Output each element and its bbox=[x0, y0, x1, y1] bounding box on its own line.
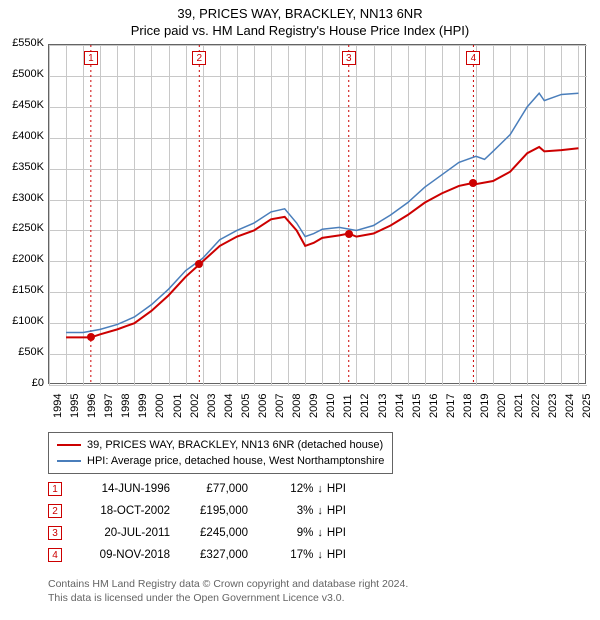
x-tick-label: 2015 bbox=[411, 394, 423, 418]
y-tick-label: £500K bbox=[4, 68, 44, 80]
tx-date: 20-JUL-2011 bbox=[80, 527, 170, 539]
x-tick-label: 1995 bbox=[69, 394, 81, 418]
tx-hpi-label: HPI bbox=[327, 549, 346, 561]
tx-date: 14-JUN-1996 bbox=[80, 483, 170, 495]
x-tick-label: 2011 bbox=[342, 394, 354, 418]
tx-pct: 17% ↓ HPI bbox=[266, 549, 346, 561]
transaction-dot bbox=[195, 260, 203, 268]
tx-price: £77,000 bbox=[188, 483, 248, 495]
x-tick-label: 2024 bbox=[564, 394, 576, 418]
tx-hpi-label: HPI bbox=[327, 505, 346, 517]
x-tick-label: 2025 bbox=[581, 394, 593, 418]
x-tick-label: 2019 bbox=[479, 394, 491, 418]
x-tick-label: 2008 bbox=[291, 394, 303, 418]
y-tick-label: £250K bbox=[4, 222, 44, 234]
x-tick-label: 1999 bbox=[137, 394, 149, 418]
arrow-down-icon: ↓ bbox=[317, 549, 323, 561]
y-tick-label: £150K bbox=[4, 284, 44, 296]
tx-pct: 12% ↓ HPI bbox=[266, 483, 346, 495]
tx-pct-value: 12% bbox=[290, 483, 313, 495]
y-gridline bbox=[49, 385, 587, 386]
arrow-down-icon: ↓ bbox=[317, 483, 323, 495]
arrow-down-icon: ↓ bbox=[317, 505, 323, 517]
x-tick-label: 2003 bbox=[206, 394, 218, 418]
tx-marker: 1 bbox=[48, 482, 62, 496]
x-tick-label: 2002 bbox=[189, 394, 201, 418]
tx-hpi-label: HPI bbox=[327, 527, 346, 539]
tx-pct-value: 3% bbox=[297, 505, 314, 517]
tx-date: 18-OCT-2002 bbox=[80, 505, 170, 517]
chart-lines bbox=[49, 45, 587, 385]
legend-swatch bbox=[57, 444, 81, 446]
transaction-dot bbox=[345, 230, 353, 238]
x-tick-label: 1998 bbox=[120, 394, 132, 418]
legend-label: 39, PRICES WAY, BRACKLEY, NN13 6NR (deta… bbox=[87, 439, 383, 451]
x-tick-label: 2004 bbox=[223, 394, 235, 418]
tx-pct: 3%↓ HPI bbox=[266, 505, 346, 517]
footer-attribution: Contains HM Land Registry data © Crown c… bbox=[48, 578, 408, 605]
x-tick-label: 2005 bbox=[240, 394, 252, 418]
x-tick-label: 2010 bbox=[325, 394, 337, 418]
y-tick-label: £50K bbox=[4, 346, 44, 358]
tx-pct: 9%↓ HPI bbox=[266, 527, 346, 539]
series-hpi bbox=[66, 93, 578, 332]
x-tick-label: 2022 bbox=[530, 394, 542, 418]
x-tick-label: 1997 bbox=[103, 394, 115, 418]
x-tick-label: 2013 bbox=[377, 394, 389, 418]
table-row: 4 09-NOV-2018 £327,000 17% ↓ HPI bbox=[48, 544, 346, 566]
x-tick-label: 2018 bbox=[462, 394, 474, 418]
arrow-down-icon: ↓ bbox=[317, 527, 323, 539]
tx-price: £245,000 bbox=[188, 527, 248, 539]
y-tick-label: £100K bbox=[4, 315, 44, 327]
chart-plot-area: 1234 bbox=[48, 44, 586, 384]
tx-pct-value: 9% bbox=[297, 527, 314, 539]
legend: 39, PRICES WAY, BRACKLEY, NN13 6NR (deta… bbox=[48, 432, 393, 474]
legend-label: HPI: Average price, detached house, West… bbox=[87, 455, 384, 467]
tx-pct-value: 17% bbox=[290, 549, 313, 561]
y-tick-label: £550K bbox=[4, 37, 44, 49]
x-tick-label: 2012 bbox=[359, 394, 371, 418]
legend-swatch bbox=[57, 460, 81, 462]
tx-price: £327,000 bbox=[188, 549, 248, 561]
x-tick-label: 2000 bbox=[154, 394, 166, 418]
x-tick-label: 2021 bbox=[513, 394, 525, 418]
tx-marker: 4 bbox=[48, 548, 62, 562]
tx-marker: 3 bbox=[48, 526, 62, 540]
footer-line1: Contains HM Land Registry data © Crown c… bbox=[48, 578, 408, 592]
tx-price: £195,000 bbox=[188, 505, 248, 517]
x-tick-label: 2017 bbox=[445, 394, 457, 418]
x-tick-label: 1994 bbox=[52, 394, 64, 418]
y-tick-label: £350K bbox=[4, 161, 44, 173]
transaction-dot bbox=[87, 333, 95, 341]
table-row: 1 14-JUN-1996 £77,000 12% ↓ HPI bbox=[48, 478, 346, 500]
legend-row: 39, PRICES WAY, BRACKLEY, NN13 6NR (deta… bbox=[57, 437, 384, 453]
y-tick-label: £400K bbox=[4, 130, 44, 142]
x-tick-label: 2023 bbox=[547, 394, 559, 418]
y-tick-label: £450K bbox=[4, 99, 44, 111]
y-tick-label: £0 bbox=[4, 377, 44, 389]
x-tick-label: 2020 bbox=[496, 394, 508, 418]
transaction-dot bbox=[469, 179, 477, 187]
tx-date: 09-NOV-2018 bbox=[80, 549, 170, 561]
legend-row: HPI: Average price, detached house, West… bbox=[57, 453, 384, 469]
tx-hpi-label: HPI bbox=[327, 483, 346, 495]
y-tick-label: £300K bbox=[4, 192, 44, 204]
series-property bbox=[66, 147, 578, 337]
x-tick-label: 2016 bbox=[428, 394, 440, 418]
x-tick-label: 2009 bbox=[308, 394, 320, 418]
x-tick-label: 2007 bbox=[274, 394, 286, 418]
table-row: 2 18-OCT-2002 £195,000 3%↓ HPI bbox=[48, 500, 346, 522]
transaction-table: 1 14-JUN-1996 £77,000 12% ↓ HPI 2 18-OCT-2002 £1… bbox=[48, 478, 346, 566]
footer-line2: This data is licensed under the Open Gov… bbox=[48, 592, 408, 606]
x-tick-label: 1996 bbox=[86, 394, 98, 418]
table-row: 3 20-JUL-2011 £245,000 9%↓ HPI bbox=[48, 522, 346, 544]
tx-marker: 2 bbox=[48, 504, 62, 518]
x-tick-label: 2006 bbox=[257, 394, 269, 418]
chart-title-sub: Price paid vs. HM Land Registry's House … bbox=[0, 23, 600, 38]
x-tick-label: 2014 bbox=[394, 394, 406, 418]
x-tick-label: 2001 bbox=[172, 394, 184, 418]
y-tick-label: £200K bbox=[4, 253, 44, 265]
chart-title-address: 39, PRICES WAY, BRACKLEY, NN13 6NR bbox=[0, 6, 600, 21]
